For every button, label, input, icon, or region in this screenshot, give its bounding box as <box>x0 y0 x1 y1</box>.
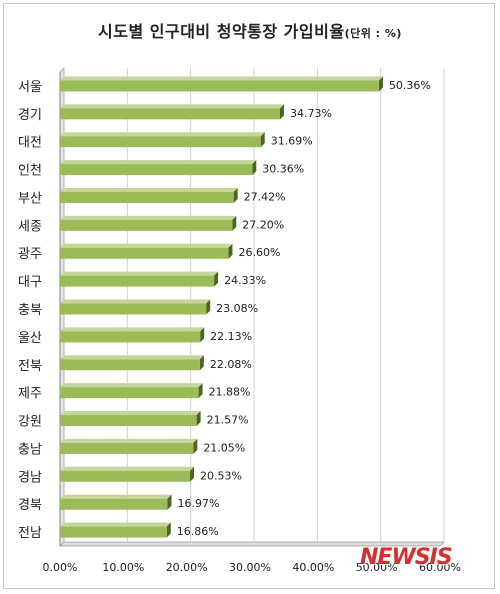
data-label: 16.86% <box>177 525 219 538</box>
chart-title-text: 시도별 인구대비 청약통장 가입비율 <box>98 22 345 41</box>
bar <box>60 136 261 148</box>
bar-top <box>60 187 238 192</box>
bar <box>60 387 199 399</box>
category-label: 경남 <box>18 470 42 485</box>
bar-top <box>60 215 237 220</box>
bar <box>60 442 194 454</box>
category-label: 대구 <box>18 275 42 290</box>
bar <box>60 191 234 203</box>
bar-end <box>214 271 219 287</box>
data-label: 22.08% <box>210 358 252 371</box>
x-tick-label: 30.00% <box>229 561 271 574</box>
data-label: 22.13% <box>210 330 252 343</box>
x-tick-label: 20.00% <box>166 561 208 574</box>
bar-end <box>193 438 198 454</box>
bar-top <box>60 355 204 360</box>
category-label: 울산 <box>18 331 42 346</box>
bar-end <box>206 299 211 315</box>
newsis-watermark: NEWSIS <box>360 545 453 570</box>
bar-end <box>196 411 201 427</box>
bar <box>60 359 200 371</box>
bar-top <box>60 466 195 471</box>
bar-end <box>252 160 257 176</box>
bar <box>60 526 167 538</box>
x-tick-label: 60.00% <box>419 561 461 574</box>
data-label: 27.20% <box>242 218 284 231</box>
bar-end <box>279 104 284 120</box>
chart-frame <box>3 3 495 589</box>
bar-end <box>198 383 203 399</box>
category-label: 광주 <box>18 247 42 262</box>
data-label: 21.88% <box>209 386 251 399</box>
bar-top <box>60 494 172 499</box>
data-label: 26.60% <box>238 246 280 259</box>
bar <box>60 247 229 259</box>
bar-top <box>60 76 383 81</box>
bar-end <box>233 187 238 203</box>
bar-end <box>260 132 265 148</box>
data-label: 30.36% <box>262 163 304 176</box>
bar-top <box>60 522 171 527</box>
category-label: 대전 <box>18 136 42 151</box>
bar <box>60 275 215 287</box>
category-label: 경북 <box>18 498 42 513</box>
data-label: 34.73% <box>290 107 332 120</box>
bar-top <box>60 383 203 388</box>
bar-end <box>190 466 195 482</box>
x-tick-label: 40.00% <box>292 561 334 574</box>
bar-end <box>166 522 171 538</box>
bar-top <box>60 438 198 443</box>
bar-top <box>60 411 201 416</box>
data-label: 50.36% <box>389 79 431 92</box>
bar-end <box>167 494 172 510</box>
x-tick-label: 50.00% <box>356 561 398 574</box>
bar-end <box>199 355 204 371</box>
category-label: 충북 <box>18 303 42 318</box>
bar-end <box>228 243 233 259</box>
data-label: 21.57% <box>207 414 249 427</box>
bar-top <box>60 160 257 165</box>
bar <box>60 80 379 92</box>
bar-end <box>378 76 383 92</box>
x-tick-label: 10.00% <box>102 561 144 574</box>
bar-top <box>60 243 233 248</box>
bar-top <box>60 104 284 109</box>
chart-title-unit: (단위 : %) <box>344 27 402 40</box>
bar <box>60 415 197 427</box>
data-label: 31.69% <box>271 135 313 148</box>
data-label: 24.33% <box>224 274 266 287</box>
data-label: 16.97% <box>177 497 219 510</box>
bar <box>60 331 201 343</box>
bar <box>60 164 253 176</box>
category-label: 경기 <box>18 108 42 123</box>
category-label: 제주 <box>18 387 42 402</box>
bar-end <box>200 327 205 343</box>
category-label: 서울 <box>18 80 42 95</box>
bar <box>60 470 191 482</box>
x-tick-label: 0.00% <box>43 561 78 574</box>
bar <box>60 303 207 315</box>
chart-title: 시도별 인구대비 청약통장 가입비율(단위 : %) <box>0 18 500 42</box>
bar-top <box>60 271 219 276</box>
category-label: 세종 <box>18 219 42 234</box>
data-label: 23.08% <box>216 302 258 315</box>
data-label: 20.53% <box>200 469 242 482</box>
data-label: 27.42% <box>244 190 286 203</box>
category-label: 강원 <box>18 415 42 430</box>
category-label: 충남 <box>18 442 42 457</box>
bar-top <box>60 299 211 304</box>
bar <box>60 498 168 510</box>
bar-end <box>232 215 237 231</box>
bar-top <box>60 327 205 332</box>
category-label: 부산 <box>18 191 42 206</box>
category-label: 전남 <box>18 526 42 541</box>
bar-top <box>60 132 265 137</box>
category-label: 전북 <box>18 359 42 374</box>
bar <box>60 108 280 120</box>
data-label: 21.05% <box>203 441 245 454</box>
category-label: 인천 <box>18 164 42 179</box>
bar <box>60 219 233 231</box>
